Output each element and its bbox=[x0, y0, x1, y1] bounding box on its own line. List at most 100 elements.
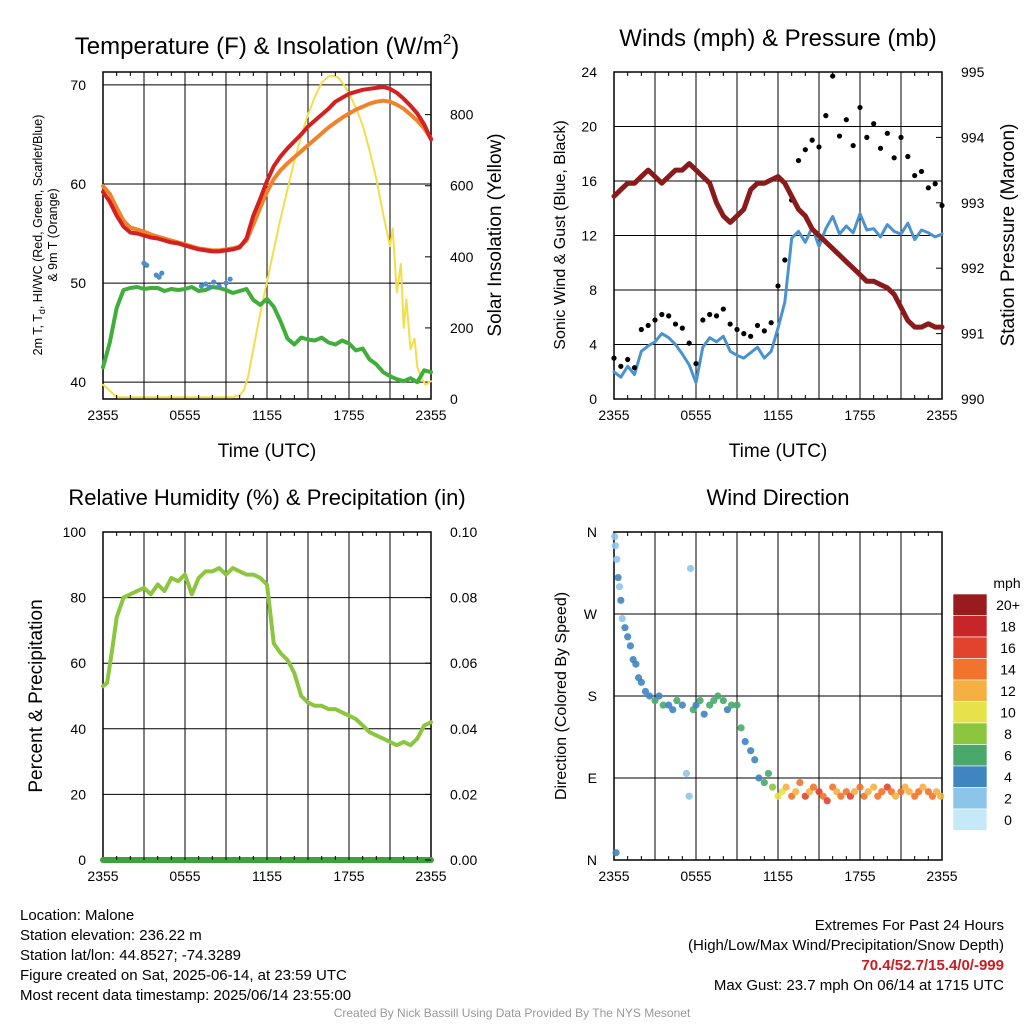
x-tick-label: 0555 bbox=[169, 407, 200, 423]
temperature-xlabel: Time (UTC) bbox=[218, 441, 317, 462]
pressure-y2label: Station Pressure (Maroon) bbox=[998, 124, 1019, 347]
x-tick-label: 1155 bbox=[763, 407, 793, 423]
x-tick-label: 1155 bbox=[252, 868, 282, 884]
humidity-ylabel: Percent & Precipitation bbox=[26, 599, 47, 792]
gust-point bbox=[912, 172, 918, 179]
gust-point bbox=[877, 145, 884, 151]
direction-point bbox=[686, 564, 695, 573]
direction-point bbox=[696, 696, 704, 705]
wc-point bbox=[216, 283, 222, 289]
extremes-values: 70.4/52.7/15.4/0/-999 bbox=[861, 957, 1004, 974]
gust-point bbox=[864, 134, 870, 140]
direction-point bbox=[632, 660, 640, 668]
x-tick-label: 1755 bbox=[333, 407, 364, 423]
y2-tick-label: 0.10 bbox=[450, 524, 477, 540]
humidity-axes: 2355 0555 1155 1755 23550204060801000.000.02… bbox=[63, 524, 478, 884]
y2-tick-label: 994 bbox=[961, 129, 985, 145]
direction-panel-title: Wind Direction bbox=[706, 485, 849, 510]
gust-point bbox=[816, 144, 822, 150]
direction-grid bbox=[614, 532, 942, 860]
station-location: Location: Malone bbox=[20, 907, 135, 924]
direction-point bbox=[673, 696, 681, 705]
gust-point bbox=[672, 321, 679, 327]
direction-point bbox=[719, 696, 727, 705]
direction-point bbox=[850, 788, 859, 796]
y2-tick-label: 0.06 bbox=[450, 655, 477, 671]
colorbar-label: 14 bbox=[1000, 661, 1016, 677]
y2-tick-label: 200 bbox=[450, 320, 474, 336]
direction-point bbox=[659, 701, 667, 709]
y2-tick-label: 0.04 bbox=[450, 721, 477, 737]
direction-point bbox=[792, 788, 800, 796]
gust-point bbox=[905, 153, 911, 160]
colorbar-swatch bbox=[952, 722, 988, 745]
direction-point bbox=[727, 701, 736, 709]
x-tick-label: 2355 bbox=[598, 407, 629, 423]
gust-point bbox=[741, 331, 747, 337]
colorbar-swatch bbox=[952, 593, 988, 616]
x-tick-label: 2355 bbox=[87, 407, 118, 423]
station-pressure-line bbox=[611, 161, 945, 330]
x-tick-label: 1155 bbox=[252, 407, 282, 423]
wc-point bbox=[207, 284, 213, 290]
gust-point bbox=[925, 185, 931, 191]
y-tick-label: 80 bbox=[70, 590, 86, 606]
wc-point bbox=[223, 280, 229, 286]
direction-panel: Wind Direction 2355 0555 1155 1755 2355NESWN… bbox=[553, 485, 1021, 884]
gust-point bbox=[693, 360, 699, 367]
gust-point bbox=[775, 283, 781, 289]
x-tick-label: 2355 bbox=[598, 868, 629, 884]
direction-point bbox=[796, 778, 804, 787]
direction-ylabel: Direction (Colored By Speed) bbox=[553, 592, 570, 800]
recent-timestamp: Most recent data timestamp: 2025/06/14 2… bbox=[20, 987, 352, 1004]
gust-point bbox=[843, 117, 849, 123]
y2-tick-label: 991 bbox=[961, 326, 985, 342]
direction-point bbox=[624, 633, 632, 641]
direction-point bbox=[870, 783, 878, 791]
direction-point bbox=[747, 747, 755, 755]
gust-point bbox=[939, 202, 945, 209]
y-tick-label: 12 bbox=[581, 228, 597, 244]
colorbar-swatch bbox=[952, 701, 988, 724]
direction-point bbox=[733, 701, 741, 709]
temperature-data bbox=[101, 74, 433, 399]
colorbar-swatch bbox=[952, 679, 988, 702]
colorbar-swatch bbox=[952, 787, 988, 810]
gust-point bbox=[857, 104, 863, 111]
x-tick-label: 0555 bbox=[169, 868, 200, 884]
direction-point bbox=[682, 769, 691, 778]
y-tick-label: 4 bbox=[589, 337, 597, 353]
wind-ylabel: Sonic Wind & Gust (Blue, Black) bbox=[552, 120, 569, 349]
gust-point bbox=[611, 355, 617, 361]
direction-point bbox=[615, 583, 624, 591]
colorbar-swatch bbox=[952, 615, 988, 638]
y-tick-label: 70 bbox=[70, 77, 86, 93]
gust-point bbox=[734, 326, 740, 333]
colorbar-label: 18 bbox=[1000, 618, 1016, 634]
x-tick-label: 0555 bbox=[680, 407, 711, 423]
gust-point bbox=[782, 257, 788, 263]
direction-point bbox=[864, 788, 872, 796]
temperature-ylabel-line2: & 9m T (Orange) bbox=[46, 188, 60, 281]
colorbar-label: 16 bbox=[1000, 640, 1016, 656]
colorbar-swatch bbox=[952, 808, 988, 831]
direction-point bbox=[809, 783, 818, 791]
direction-point bbox=[637, 678, 645, 686]
temperature-panel: Temperature (F) & Insolation (W/m2) 2355… bbox=[31, 31, 506, 462]
direction-point bbox=[700, 710, 708, 718]
gust-point bbox=[659, 311, 665, 318]
direction-point bbox=[737, 724, 745, 732]
y-tick-label: S bbox=[588, 688, 597, 704]
gust-point bbox=[618, 363, 624, 369]
direction-point bbox=[714, 692, 722, 700]
gust-point bbox=[795, 157, 802, 164]
temperature-ylabel: 2m T, Td, HI/WC (Red, Green, Scarlet/Blu… bbox=[31, 115, 47, 356]
gust-point bbox=[918, 168, 925, 175]
y-tick-label: 24 bbox=[581, 64, 597, 80]
wind-panel-title: Winds (mph) & Pressure (mb) bbox=[619, 25, 936, 52]
direction-point bbox=[611, 532, 619, 541]
gust-point bbox=[700, 317, 706, 323]
colorbar-label: 4 bbox=[1004, 769, 1012, 785]
direction-point bbox=[905, 788, 913, 796]
y-tick-label: 40 bbox=[70, 374, 86, 390]
